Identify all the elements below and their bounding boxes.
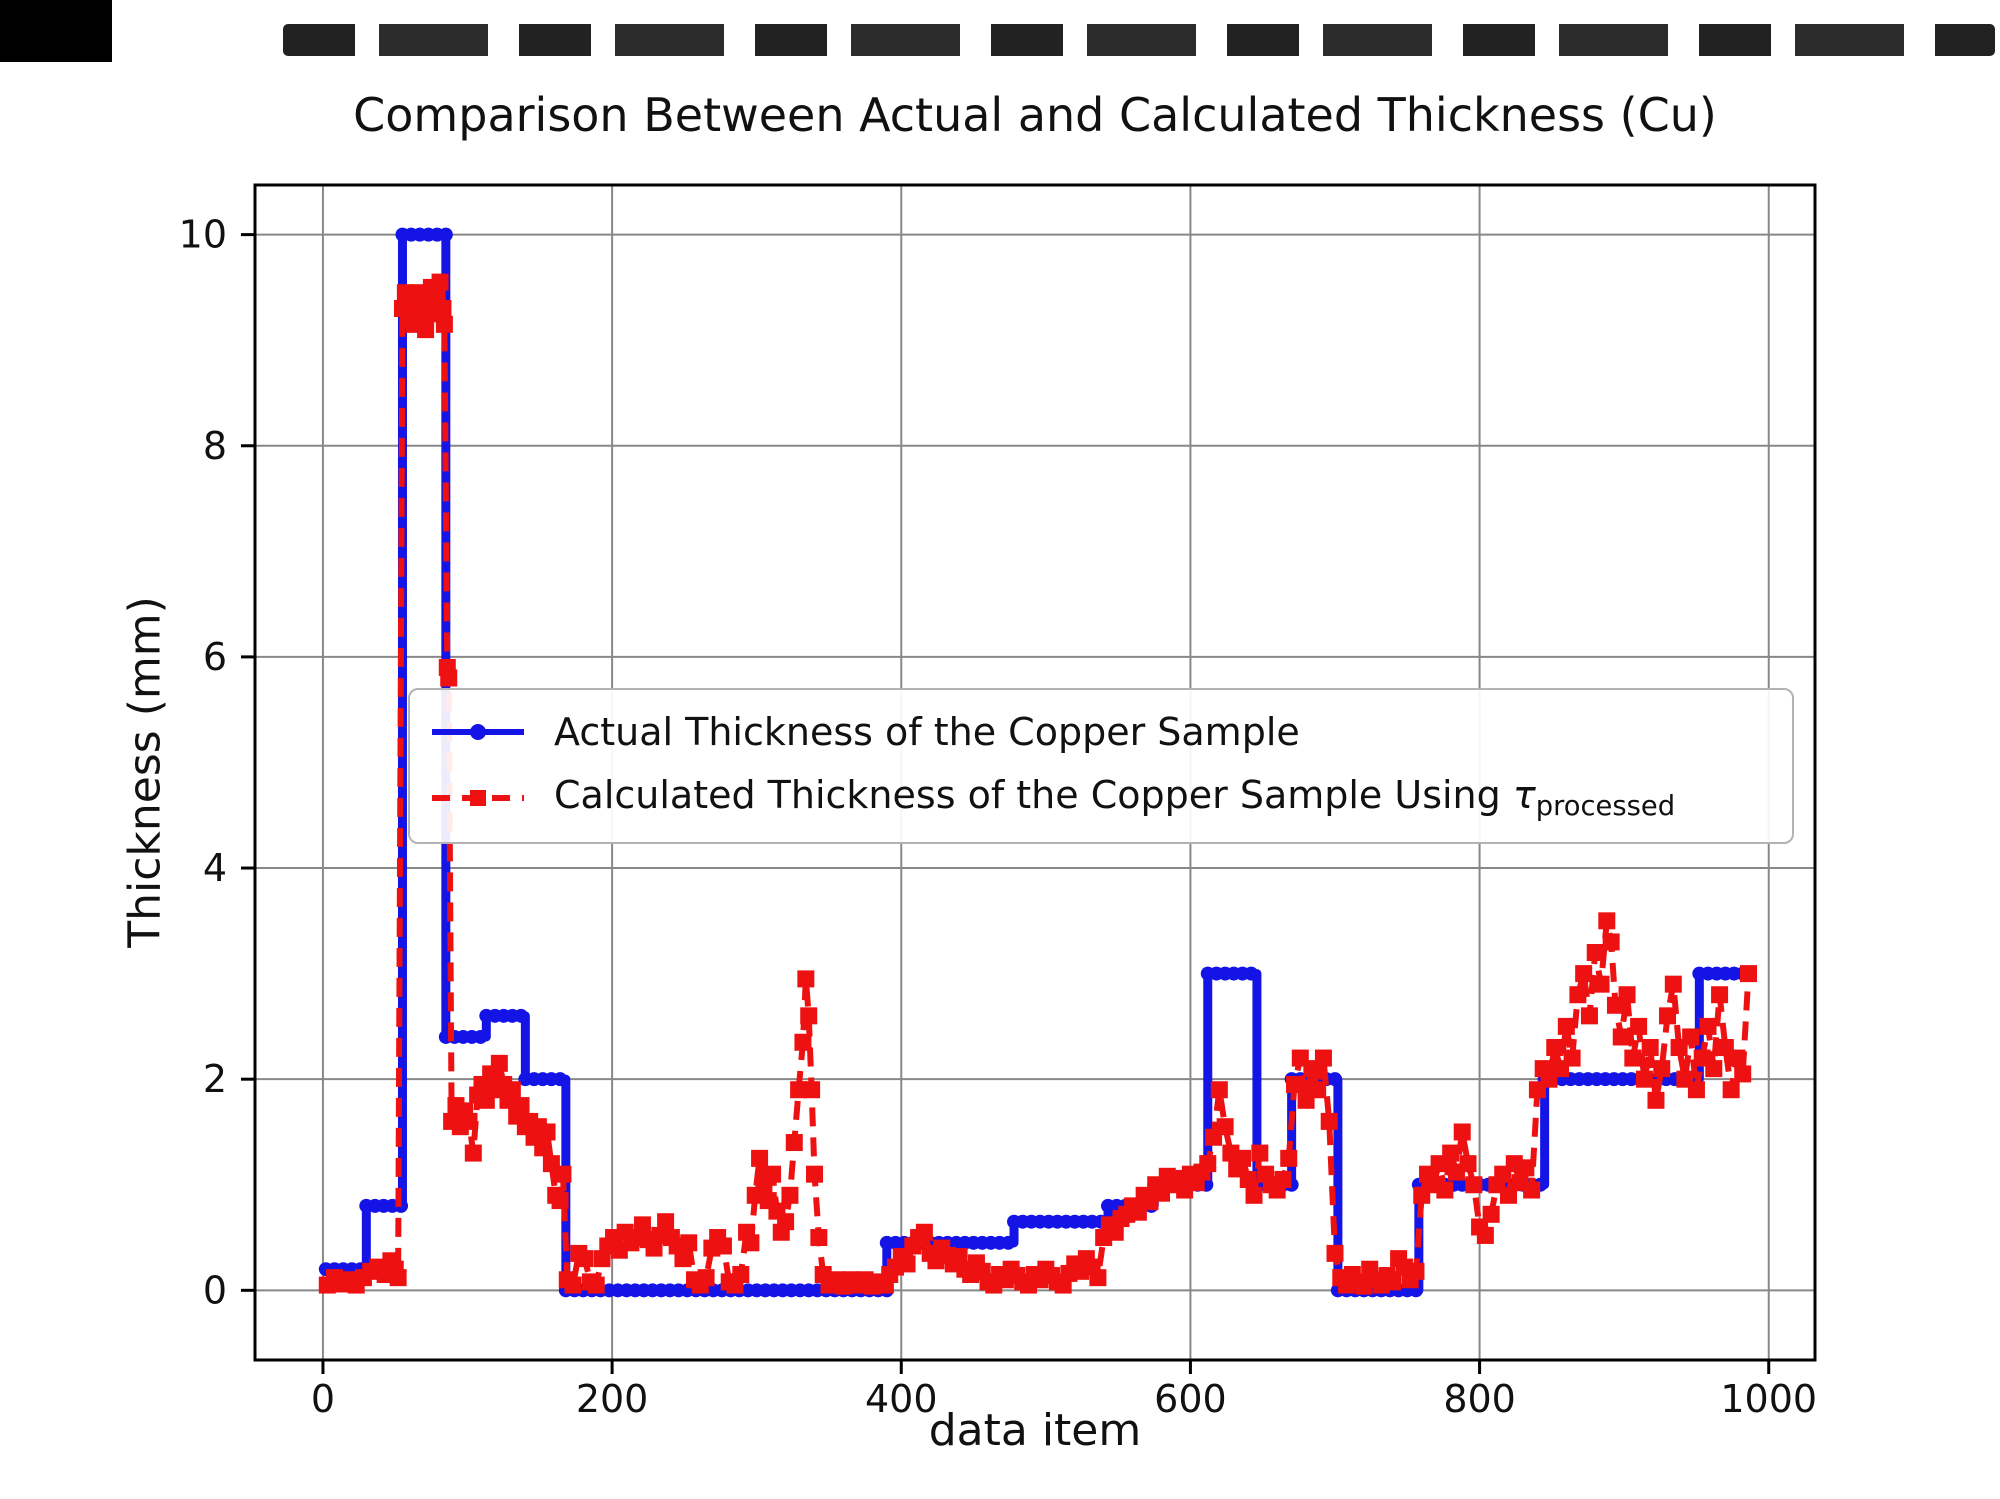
tau-subscript: processed [1535, 791, 1676, 823]
legend-label-actual: Actual Thickness of the Copper Sample [554, 709, 1300, 754]
legend-item-actual: Actual Thickness of the Copper Sample [428, 710, 1774, 754]
actual-line-sample-icon [432, 723, 524, 740]
scan-artifact-strip [283, 24, 1995, 56]
chart-title: Comparison Between Actual and Calculated… [353, 88, 1717, 142]
svg-text:2: 2 [203, 1057, 227, 1101]
svg-text:10: 10 [179, 213, 227, 257]
calculated-series [318, 273, 1757, 1295]
svg-text:200: 200 [576, 1377, 649, 1421]
svg-text:0: 0 [311, 1377, 335, 1421]
axis-ticks: 0 200 400 600 800 1000 0 2 4 6 8 10 [179, 213, 1817, 1421]
svg-text:4: 4 [203, 846, 227, 890]
svg-text:600: 600 [1154, 1377, 1227, 1421]
tau-symbol: τ [1512, 773, 1536, 818]
svg-text:800: 800 [1443, 1377, 1516, 1421]
svg-text:8: 8 [203, 424, 227, 468]
svg-text:6: 6 [203, 635, 227, 679]
scan-artifact-block [0, 0, 112, 62]
svg-text:400: 400 [865, 1377, 938, 1421]
legend-label-calculated: Calculated Thickness of the Copper Sampl… [554, 773, 1676, 823]
x-axis-label: data item [928, 1405, 1142, 1456]
legend: Actual Thickness of the Copper Sample Ca… [408, 688, 1794, 844]
legend-item-calculated: Calculated Thickness of the Copper Sampl… [428, 773, 1774, 822]
svg-text:0: 0 [203, 1268, 227, 1312]
svg-text:1000: 1000 [1720, 1377, 1817, 1421]
calculated-line-sample-icon [432, 789, 524, 806]
plot-frame [253, 183, 1817, 1362]
